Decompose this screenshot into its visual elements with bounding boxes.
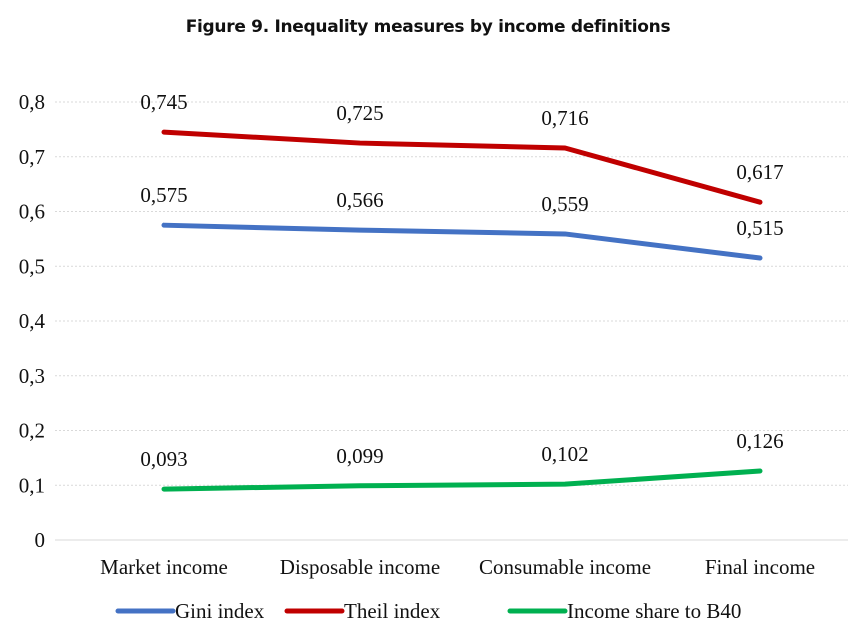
y-tick-label: 0,2	[19, 419, 45, 443]
data-label: 0,745	[140, 90, 187, 114]
legend-item: Theil index	[284, 599, 441, 623]
data-labels: 0,575 0,566 0,559 0,515 0,745 0,725 0,716 0,617…	[140, 90, 783, 471]
series-line	[161, 222, 763, 261]
y-tick-label: 0,8	[19, 90, 45, 114]
data-label: 0,099	[336, 444, 383, 468]
y-axis: 0 0,1 0,2 0,3 0,4 0,5 0,6 0,7 0,8	[19, 90, 46, 552]
x-tick-label: Disposable income	[280, 555, 440, 579]
data-label: 0,093	[140, 447, 187, 471]
y-tick-label: 0,3	[19, 364, 45, 388]
data-label: 0,716	[541, 106, 588, 130]
chart-title: Figure 9. Inequality measures by income …	[185, 17, 671, 37]
y-tick-label: 0,4	[19, 309, 46, 333]
data-label: 0,126	[736, 429, 783, 453]
legend: Gini index Theil index Income share to B40	[115, 599, 741, 623]
data-label: 0,617	[736, 160, 783, 184]
legend-label: Income share to B40	[567, 599, 741, 623]
y-tick-label: 0,5	[19, 254, 45, 278]
legend-item: Income share to B40	[507, 599, 741, 623]
series-lines	[161, 129, 763, 492]
y-tick-label: 0,6	[19, 200, 45, 224]
x-tick-label: Final income	[705, 555, 815, 579]
data-label: 0,515	[736, 216, 783, 240]
data-label: 0,102	[541, 442, 588, 466]
x-axis: Market income Disposable income Consumable…	[55, 539, 848, 579]
x-tick-label: Market income	[100, 555, 228, 579]
legend-item: Gini index	[115, 599, 265, 623]
data-label: 0,725	[336, 101, 383, 125]
data-label: 0,559	[541, 192, 588, 216]
x-tick-label: Consumable income	[479, 555, 651, 579]
y-tick-label: 0,1	[19, 473, 45, 497]
series-line	[161, 129, 763, 205]
data-label: 0,566	[336, 188, 383, 212]
legend-label: Theil index	[344, 599, 441, 623]
y-tick-label: 0	[35, 528, 46, 552]
data-label: 0,575	[140, 183, 187, 207]
gridlines	[55, 101, 848, 486]
legend-label: Gini index	[175, 599, 265, 623]
y-tick-label: 0,7	[19, 145, 45, 169]
series-line	[161, 468, 763, 492]
